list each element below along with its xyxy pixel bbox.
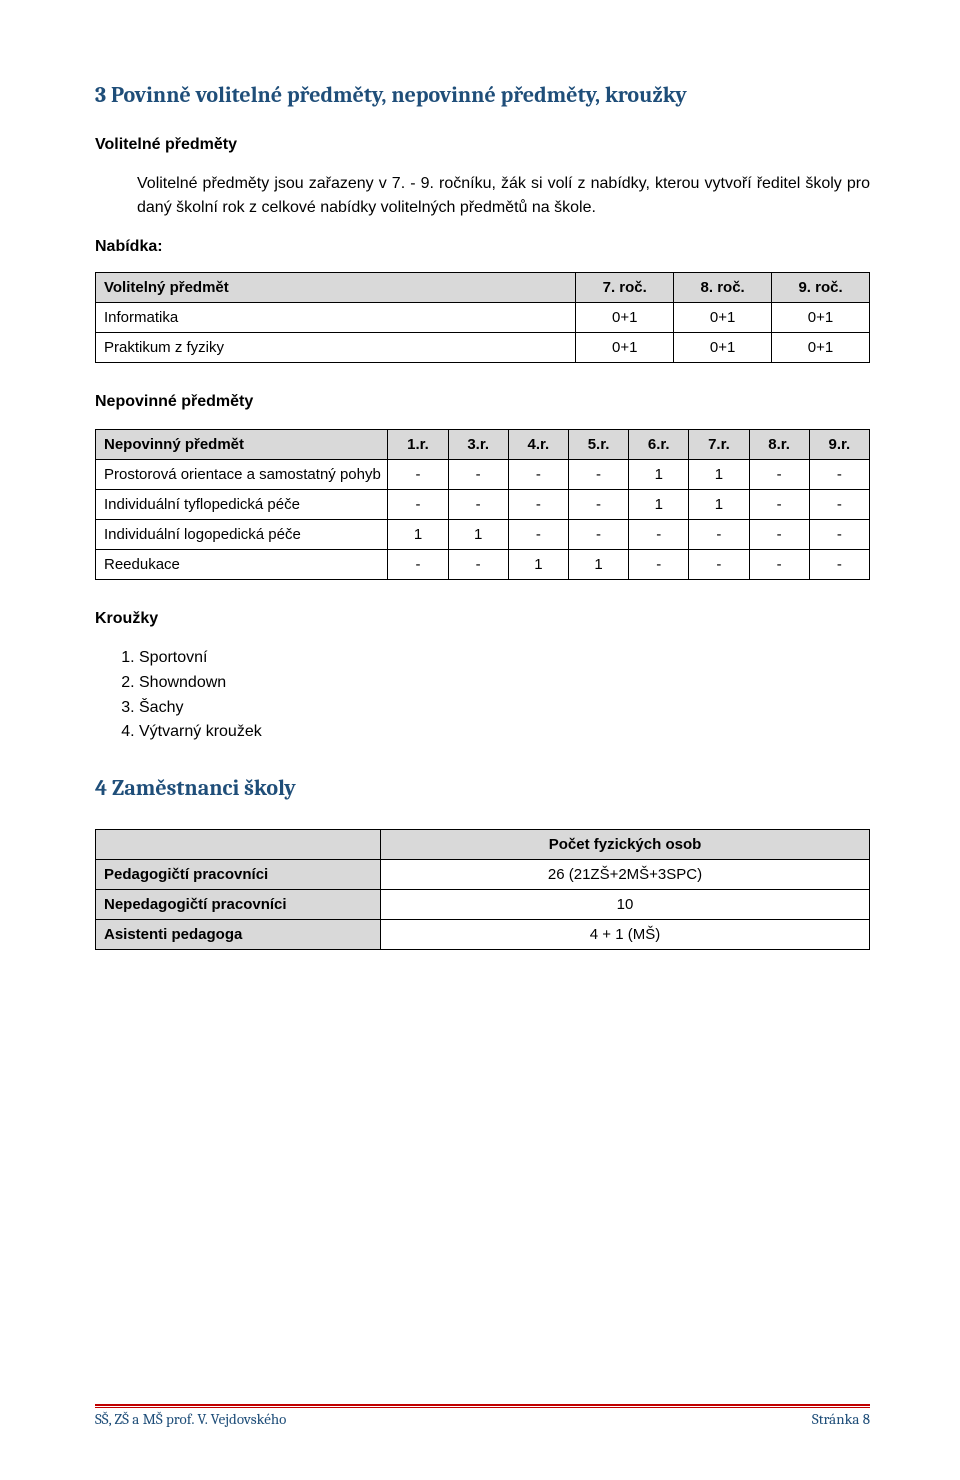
cell: - — [689, 550, 749, 580]
page-footer: SŠ, ZŠ a MŠ prof. V. Vejdovského Stránka… — [95, 1404, 870, 1428]
subheading-krouzky: Kroužky — [95, 610, 870, 628]
cell: 1 — [388, 520, 448, 550]
row-label: Pedagogičtí pracovníci — [96, 860, 381, 890]
cell: - — [629, 550, 689, 580]
subheading-nepovinne: Nepovinné předměty — [95, 393, 870, 411]
table-row: Asistenti pedagoga 4 + 1 (MŠ) — [96, 920, 870, 950]
cell: Praktikum z fyziky — [96, 333, 576, 363]
col-header: 7.r. — [689, 430, 749, 460]
section-heading-staff: 4 Zaměstnanci školy — [95, 775, 870, 801]
cell: - — [568, 520, 628, 550]
cell: - — [809, 550, 869, 580]
table-row: Informatika 0+1 0+1 0+1 — [96, 303, 870, 333]
cell: 0+1 — [674, 333, 772, 363]
footer-left-text: SŠ, ZŠ a MŠ prof. V. Vejdovského — [95, 1410, 286, 1428]
krouzky-list: Sportovní Showndown Šachy Výtvarný krouž… — [117, 646, 870, 745]
table-row: Praktikum z fyziky 0+1 0+1 0+1 — [96, 333, 870, 363]
col-header: 4.r. — [508, 430, 568, 460]
col-header: Volitelný předmět — [96, 273, 576, 303]
footer-rule-thin — [95, 1407, 870, 1408]
row-label: Nepedagogičtí pracovníci — [96, 890, 381, 920]
list-item: Šachy — [139, 696, 870, 721]
col-header: 9. roč. — [772, 273, 870, 303]
empty-header-cell — [96, 830, 381, 860]
table-header-row: Počet fyzických osob — [96, 830, 870, 860]
cell: 0+1 — [576, 333, 674, 363]
section-heading-subjects: 3 Povinně volitelné předměty, nepovinné … — [95, 82, 870, 108]
cell: 0+1 — [576, 303, 674, 333]
cell: 1 — [629, 490, 689, 520]
col-header: Nepovinný předmět — [96, 430, 388, 460]
footer-right-text: Stránka 8 — [812, 1410, 870, 1428]
nabidka-label: Nabídka: — [95, 238, 870, 256]
cell: - — [809, 460, 869, 490]
cell: - — [749, 550, 809, 580]
intro-paragraph: Volitelné předměty jsou zařazeny v 7. - … — [137, 172, 870, 220]
cell: - — [749, 490, 809, 520]
cell: Reedukace — [96, 550, 388, 580]
cell: - — [448, 460, 508, 490]
col-header: 7. roč. — [576, 273, 674, 303]
cell: - — [448, 550, 508, 580]
row-label: Asistenti pedagoga — [96, 920, 381, 950]
cell: Individuální tyflopedická péče — [96, 490, 388, 520]
col-header: 6.r. — [629, 430, 689, 460]
cell: Prostorová orientace a samostatný pohyb — [96, 460, 388, 490]
table-row: Individuální logopedická péče 1 1 - - - … — [96, 520, 870, 550]
cell: 1 — [448, 520, 508, 550]
cell: 0+1 — [772, 333, 870, 363]
cell: 0+1 — [674, 303, 772, 333]
cell: 26 (21ZŠ+2MŠ+3SPC) — [381, 860, 870, 890]
cell: - — [388, 490, 448, 520]
cell: - — [508, 460, 568, 490]
cell: - — [629, 520, 689, 550]
cell: - — [749, 460, 809, 490]
cell: - — [448, 490, 508, 520]
cell: 0+1 — [772, 303, 870, 333]
table-header-row: Nepovinný předmět 1.r. 3.r. 4.r. 5.r. 6.… — [96, 430, 870, 460]
table-row: Individuální tyflopedická péče - - - - 1… — [96, 490, 870, 520]
cell: 1 — [508, 550, 568, 580]
cell: - — [388, 460, 448, 490]
cell: 4 + 1 (MŠ) — [381, 920, 870, 950]
cell: - — [568, 460, 628, 490]
cell: Individuální logopedická péče — [96, 520, 388, 550]
cell: - — [508, 490, 568, 520]
list-item: Showndown — [139, 671, 870, 696]
list-item: Výtvarný kroužek — [139, 720, 870, 745]
cell: - — [388, 550, 448, 580]
cell: Informatika — [96, 303, 576, 333]
table-row: Pedagogičtí pracovníci 26 (21ZŠ+2MŠ+3SPC… — [96, 860, 870, 890]
cell: - — [689, 520, 749, 550]
cell: - — [508, 520, 568, 550]
table-nepovinny-predmet: Nepovinný předmět 1.r. 3.r. 4.r. 5.r. 6.… — [95, 429, 870, 580]
cell: - — [809, 490, 869, 520]
cell: 1 — [568, 550, 628, 580]
list-item: Sportovní — [139, 646, 870, 671]
col-header: 8. roč. — [674, 273, 772, 303]
cell: 10 — [381, 890, 870, 920]
cell: - — [809, 520, 869, 550]
table-row: Nepedagogičtí pracovníci 10 — [96, 890, 870, 920]
table-row: Reedukace - - 1 1 - - - - — [96, 550, 870, 580]
col-header: 5.r. — [568, 430, 628, 460]
col-header: 3.r. — [448, 430, 508, 460]
table-staff: Počet fyzických osob Pedagogičtí pracovn… — [95, 829, 870, 950]
cell: - — [568, 490, 628, 520]
col-header: 1.r. — [388, 430, 448, 460]
col-header: 8.r. — [749, 430, 809, 460]
col-header: Počet fyzických osob — [381, 830, 870, 860]
cell: 1 — [689, 460, 749, 490]
cell: 1 — [689, 490, 749, 520]
cell: - — [749, 520, 809, 550]
subheading-volitelne: Volitelné předměty — [95, 136, 870, 154]
table-header-row: Volitelný předmět 7. roč. 8. roč. 9. roč… — [96, 273, 870, 303]
table-row: Prostorová orientace a samostatný pohyb … — [96, 460, 870, 490]
table-volitelny-predmet: Volitelný předmět 7. roč. 8. roč. 9. roč… — [95, 272, 870, 363]
footer-rule-thick — [95, 1404, 870, 1406]
col-header: 9.r. — [809, 430, 869, 460]
cell: 1 — [629, 460, 689, 490]
